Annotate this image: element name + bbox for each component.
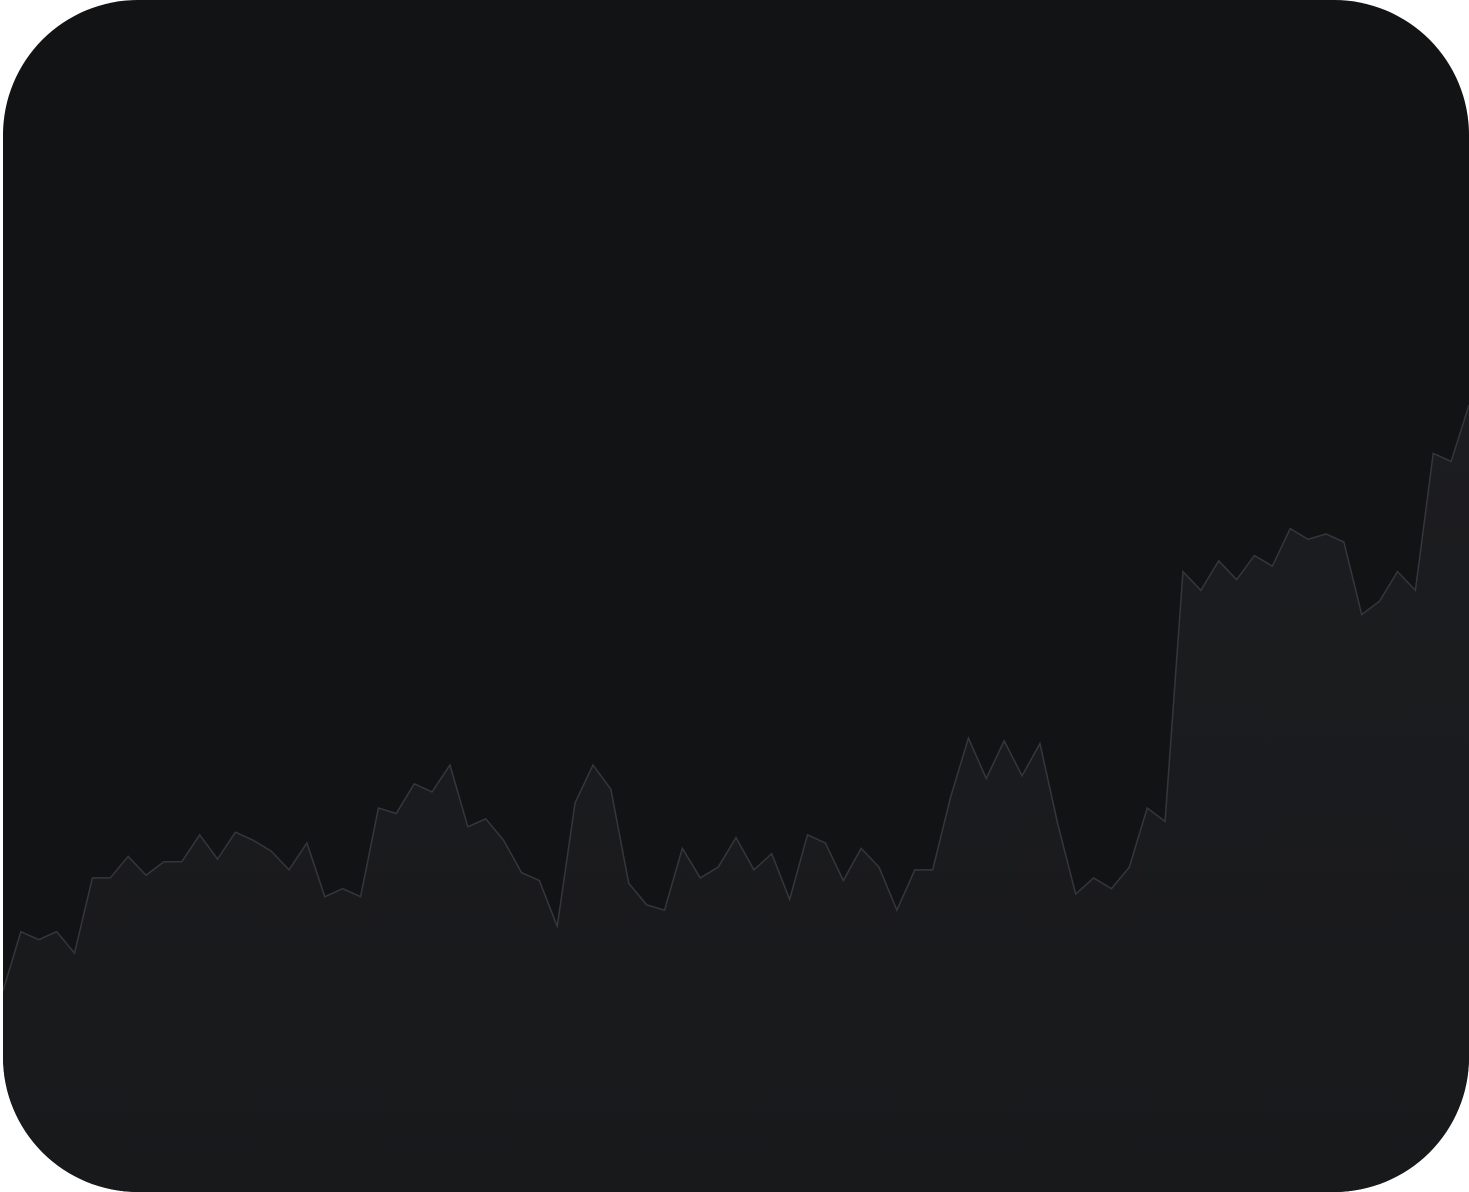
series-line [3, 404, 1469, 991]
area-chart [3, 404, 1469, 1192]
chart-card [3, 0, 1469, 1192]
series-area [3, 405, 1469, 1192]
